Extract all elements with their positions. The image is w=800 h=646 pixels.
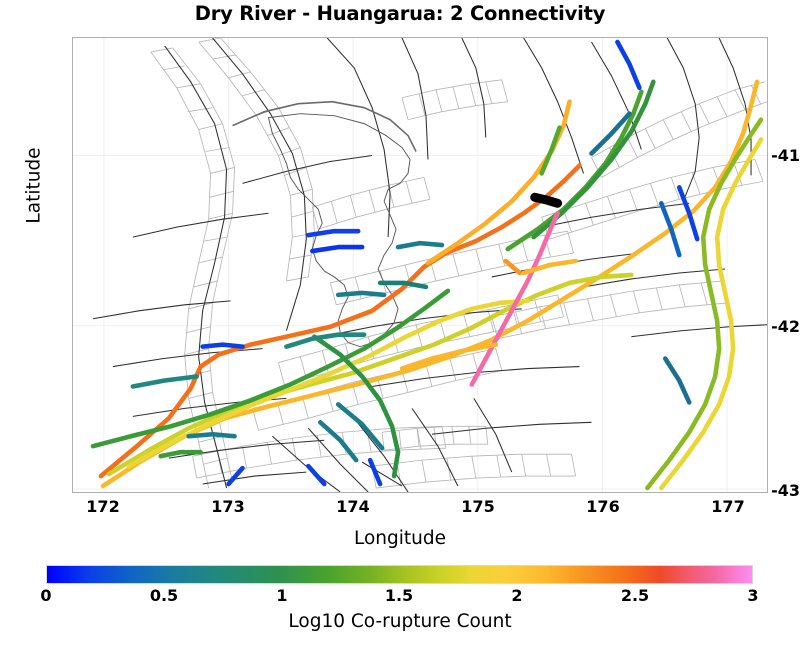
x-tick-label-2: 174 — [336, 497, 370, 516]
y-axis-label: Latitude — [23, 147, 45, 224]
map-canvas — [73, 38, 767, 492]
page-title: Dry River - Huangarua: 2 Connectivity — [194, 2, 606, 25]
colorbar-tick-1: 0.5 — [149, 586, 179, 605]
source-fault-highlight — [530, 192, 563, 208]
x-tick-label-4: 176 — [586, 497, 620, 516]
colorbar-tick-4: 2 — [511, 586, 523, 605]
colorbar-tick-2: 1 — [276, 586, 288, 605]
fault-section-background-layer — [150, 38, 767, 489]
x-tick-label-3: 175 — [461, 497, 495, 516]
grid-lines — [73, 38, 767, 492]
x-tick-label-1: 173 — [211, 497, 245, 516]
colorbar-tick-6: 3 — [747, 586, 759, 605]
x-axis-label: Longitude — [353, 528, 446, 549]
x-tick-label-5: 177 — [711, 497, 745, 516]
y-tick-label-0: -41 — [771, 146, 800, 165]
fault-outline-layer — [92, 38, 767, 492]
x-tick-label-0: 172 — [86, 497, 120, 516]
colorbar-tick-3: 1.5 — [384, 586, 414, 605]
colorbar[interactable] — [46, 565, 753, 584]
colorbar-tick-5: 2.5 — [620, 586, 650, 605]
y-tick-label-2: -43 — [771, 481, 800, 500]
colorbar-gradient — [46, 565, 753, 584]
map-plot-area[interactable] — [72, 37, 768, 493]
colorbar-label: Log10 Co-rupture Count — [288, 611, 512, 632]
colorbar-tick-0: 0 — [40, 586, 52, 605]
connectivity-traces-layer — [90, 39, 764, 491]
y-tick-label-1: -42 — [771, 317, 800, 336]
